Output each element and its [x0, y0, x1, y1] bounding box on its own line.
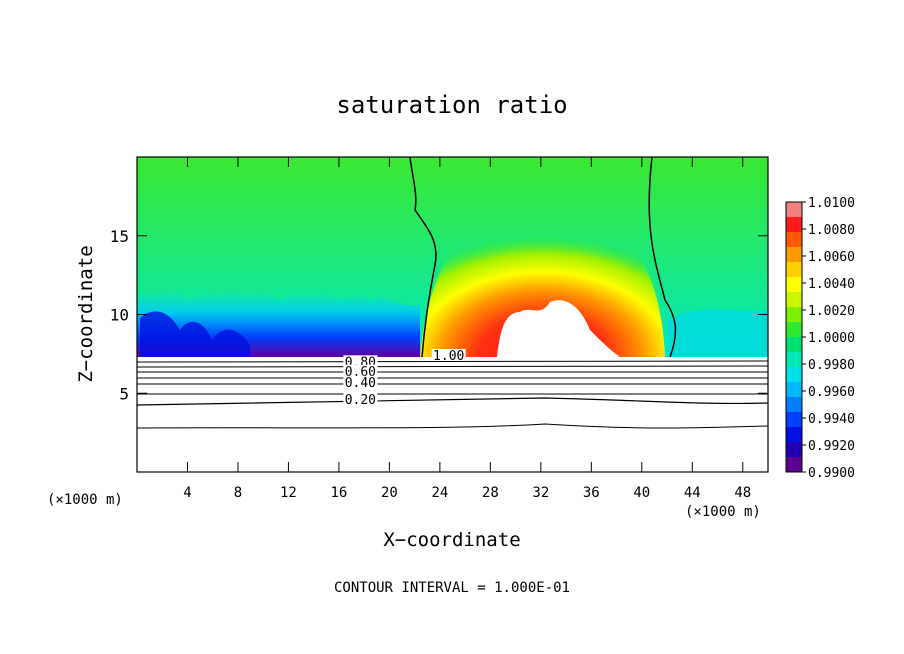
colorbar-swatch	[786, 277, 802, 293]
y-tick-label: 10	[110, 306, 129, 325]
right-low-saturation	[668, 309, 768, 357]
colorbar	[785, 201, 803, 473]
contour-label: 1.00	[433, 349, 464, 364]
contour-0.80	[137, 360, 768, 363]
colorbar-swatch	[786, 217, 802, 233]
colorbar-swatch	[786, 457, 802, 473]
x-tick-label: 28	[482, 485, 499, 501]
y-axis-ticks: 5 10 15	[110, 227, 768, 403]
colorbar-swatch	[786, 262, 802, 278]
x-tick-label: 48	[734, 485, 751, 501]
colorbar-swatch	[786, 367, 802, 383]
contour-label: 0.20	[345, 393, 376, 408]
x-tick-label: 32	[532, 485, 549, 501]
colorbar-swatch	[786, 247, 802, 263]
colorbar-swatch	[786, 322, 802, 338]
contour-label-bg	[343, 364, 378, 376]
x-tick-label: 24	[431, 485, 448, 501]
colorbar-label: 1.0020	[808, 304, 855, 319]
x-tick-label: 16	[330, 485, 347, 501]
colorbar-swatch	[786, 382, 802, 398]
x-tick-label: 44	[684, 485, 701, 501]
contour-label-bg	[343, 393, 378, 405]
contour-label-bg	[343, 375, 378, 387]
colorbar-swatch	[786, 427, 802, 443]
contour-label: 0.40	[345, 376, 376, 391]
colorbar-labels: 1.0100 1.0080 1.0060 1.0040 1.0020 1.0000 0.99…	[802, 196, 855, 481]
y-tick-label: 5	[119, 384, 129, 403]
x-axis-ticks: 4 8 12 16 20 24 28 32 36 40 44 48	[183, 157, 751, 501]
x-tick-label: 12	[280, 485, 297, 501]
colorbar-swatch	[786, 412, 802, 428]
x-unit-label-right: (×1000 m)	[685, 504, 761, 520]
contour-0.70	[137, 365, 768, 368]
colorbar-label: 0.9960	[808, 385, 855, 400]
colorbar-swatch	[786, 337, 802, 353]
colorbar-swatch	[786, 397, 802, 413]
chart-title: saturation ratio	[336, 91, 567, 119]
contour-1.00-right	[648, 157, 677, 358]
x-tick-label: 4	[183, 485, 191, 501]
x-tick-label: 20	[381, 485, 398, 501]
x-tick-label: 8	[234, 485, 242, 501]
colorbar-label: 0.9900	[808, 466, 855, 481]
dry-lower-layer	[137, 357, 768, 472]
x-unit-label-left: (×1000 m)	[47, 492, 123, 508]
contour-interval-note: CONTOUR INTERVAL = 1.000E-01	[334, 580, 570, 596]
colorbar-swatch	[786, 442, 802, 458]
colorbar-swatch	[786, 307, 802, 323]
colorbar-swatch	[786, 232, 802, 248]
colorbar-label: 0.9980	[808, 358, 855, 373]
supersaturated-dome	[420, 195, 665, 357]
x-axis-label: X−coordinate	[383, 529, 520, 551]
colorbar-label: 1.0040	[808, 277, 855, 292]
contour-0.10	[137, 423, 768, 429]
plot-area	[137, 157, 768, 472]
colorbar-label: 1.0060	[808, 250, 855, 265]
colorbar-label: 0.9920	[808, 439, 855, 454]
colorbar-swatch	[786, 292, 802, 308]
x-tick-label: 36	[583, 485, 600, 501]
deep-low-saturation-patch	[140, 311, 250, 357]
colorbar-swatch	[786, 202, 802, 218]
contour-label-bg	[431, 349, 466, 361]
contour-0.20	[137, 397, 768, 406]
y-axis-label: Z−coordinate	[75, 245, 97, 382]
colorbar-label: 1.0100	[808, 196, 855, 211]
colorbar-swatch	[786, 352, 802, 368]
contour-labels: 1.000.800.600.400.20	[343, 349, 466, 408]
contour-label-bg	[343, 355, 378, 367]
colorbar-label: 1.0080	[808, 223, 855, 238]
saturated-cloud-region	[497, 300, 620, 357]
contour-1.00-left	[409, 157, 437, 358]
x-tick-label: 40	[633, 485, 650, 501]
colorbar-label: 1.0000	[808, 331, 855, 346]
colorbar-label: 0.9940	[808, 412, 855, 427]
y-tick-label: 15	[110, 227, 129, 246]
